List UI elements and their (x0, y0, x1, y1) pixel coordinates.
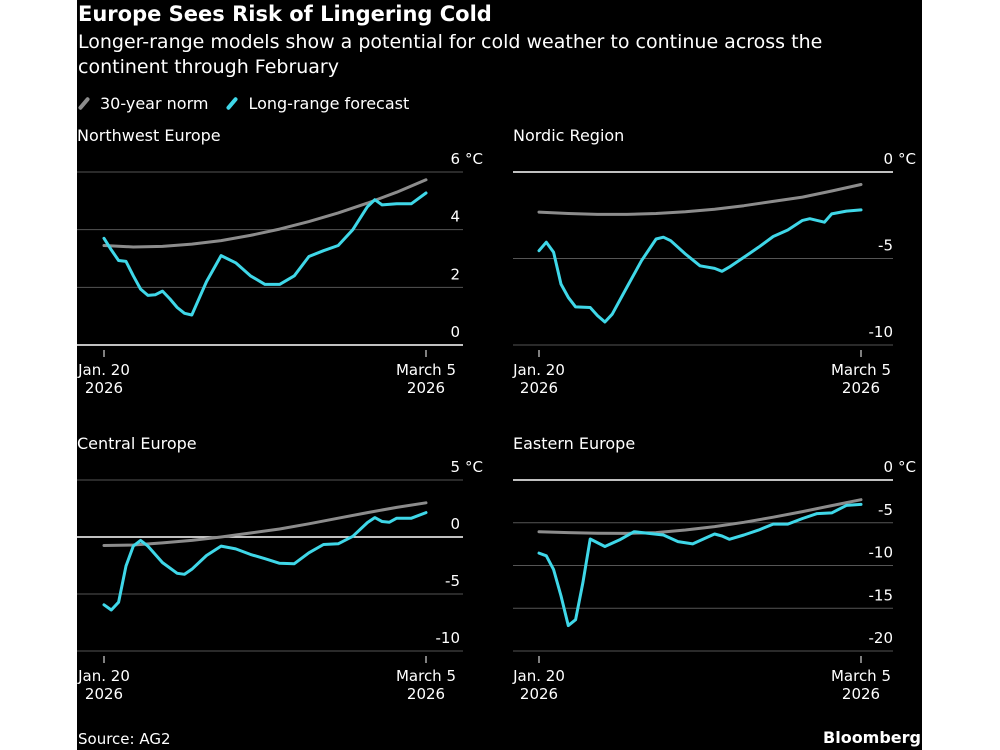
x-tick-year: 2026 (842, 379, 880, 397)
y-tick-label: 0 (450, 515, 460, 533)
x-tick-label: Jan. 20 (77, 361, 130, 379)
norm-line (537, 498, 863, 535)
y-tick-label: -20 (869, 629, 894, 647)
forecast-line (537, 502, 863, 628)
y-unit-label: °C (898, 150, 916, 168)
x-tick-year: 2026 (85, 685, 123, 703)
x-tick-year: 2026 (842, 685, 880, 703)
y-tick-label: -10 (869, 323, 894, 341)
x-tick-label: Jan. 20 (77, 667, 130, 685)
legend-label-forecast: Long-range forecast (248, 94, 410, 113)
norm-line (102, 501, 428, 547)
x-tick-year: 2026 (520, 685, 558, 703)
y-tick-label: 4 (450, 208, 460, 226)
norm-line (537, 183, 863, 216)
y-tick-label: -15 (869, 586, 894, 604)
y-tick-label: 0 (883, 458, 893, 476)
x-tick-label: March 5 (831, 667, 891, 685)
y-tick-label: 0 (450, 323, 460, 341)
chart-background (77, 0, 922, 750)
x-tick-year: 2026 (85, 379, 123, 397)
panel-title: Northwest Europe (77, 126, 221, 145)
forecast-line (537, 208, 863, 324)
y-unit-label: °C (465, 458, 483, 476)
x-tick-year: 2026 (407, 685, 445, 703)
chart-subtitle: Longer-range models show a potential for… (78, 31, 823, 78)
x-tick-label: Jan. 20 (512, 667, 565, 685)
norm-line (102, 178, 428, 249)
y-unit-label: °C (898, 458, 916, 476)
y-tick-label: -10 (869, 544, 894, 562)
x-tick-label: Jan. 20 (512, 361, 565, 379)
y-tick-label: 2 (450, 265, 460, 283)
forecast-line (102, 511, 428, 612)
y-tick-label: -10 (436, 629, 461, 647)
legend: 30-year norm Long-range forecast (77, 94, 410, 113)
x-tick-year: 2026 (520, 379, 558, 397)
panel-title: Central Europe (77, 434, 197, 453)
y-tick-label: 5 (450, 458, 460, 476)
y-tick-label: 6 (450, 150, 460, 168)
forecast-line (102, 191, 428, 317)
source-note: Source: AG2 (78, 730, 171, 748)
chart-title: Europe Sees Risk of Lingering Cold (78, 2, 492, 26)
x-tick-year: 2026 (407, 379, 445, 397)
panel-title: Nordic Region (513, 126, 624, 145)
x-tick-label: March 5 (396, 361, 456, 379)
panel-title: Eastern Europe (513, 434, 635, 453)
x-tick-label: March 5 (831, 361, 891, 379)
y-tick-label: -5 (878, 501, 893, 519)
brand-logo: Bloomberg (823, 728, 921, 747)
y-tick-label: -5 (878, 237, 893, 255)
y-unit-label: °C (465, 150, 483, 168)
legend-label-norm: 30-year norm (100, 94, 209, 113)
y-tick-label: -5 (445, 572, 460, 590)
x-tick-label: March 5 (396, 667, 456, 685)
y-tick-label: 0 (883, 150, 893, 168)
